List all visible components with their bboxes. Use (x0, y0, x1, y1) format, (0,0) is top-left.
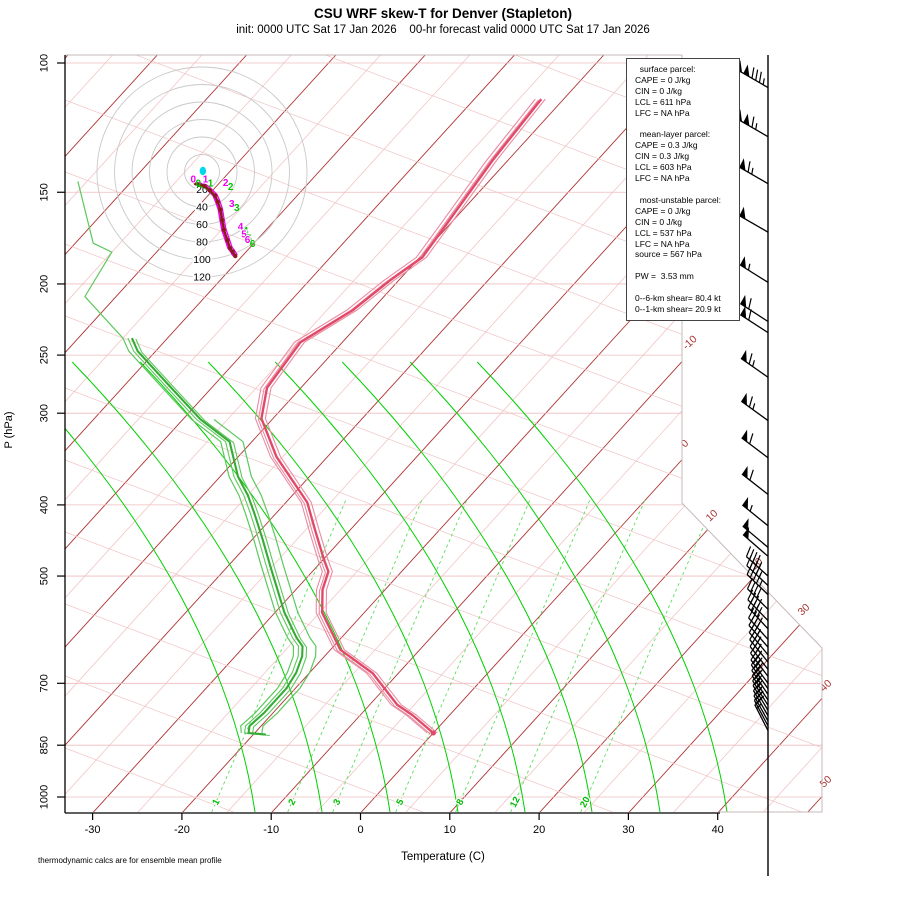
svg-text:-10: -10 (680, 333, 699, 352)
svg-text:2: 2 (228, 182, 234, 193)
parcel-info-line: 0--1-km shear= 20.9 kt (635, 303, 721, 314)
svg-text:3: 3 (331, 797, 343, 807)
svg-text:0: 0 (679, 437, 692, 450)
svg-text:2: 2 (286, 797, 298, 807)
parcel-info-line: PW = 3.53 mm (635, 271, 694, 282)
parcel-info-line: LCL = 603 hPa (635, 162, 692, 173)
svg-text:120: 120 (193, 272, 211, 284)
parcel-info-line (635, 260, 739, 271)
parcel-info-line: 0--6-km shear= 80.4 kt (635, 293, 721, 304)
svg-text:250: 250 (39, 346, 51, 364)
svg-text:500: 500 (39, 567, 51, 585)
svg-text:6: 6 (245, 235, 251, 246)
parcel-info-line: CAPE = 0 J/kg (635, 74, 691, 85)
svg-text:30: 30 (796, 601, 813, 618)
svg-text:3: 3 (234, 203, 240, 214)
parcel-info-line: CIN = 0 J/kg (635, 85, 683, 96)
parcel-info-box: surface parcel: CAPE = 0 J/kg CIN = 0 J/kg… (626, 58, 740, 321)
svg-text:3: 3 (229, 199, 235, 210)
parcel-info-line: LFC = NA hPa (635, 238, 690, 249)
svg-text:40: 40 (712, 824, 724, 836)
dewpoint-profile-line (130, 337, 304, 736)
svg-text:60: 60 (196, 219, 208, 231)
parcel-info-line: LCL = 611 hPa (635, 96, 692, 107)
svg-text:30: 30 (622, 824, 634, 836)
svg-text:200: 200 (39, 275, 51, 293)
svg-text:1: 1 (210, 797, 223, 807)
svg-text:10: 10 (444, 824, 456, 836)
temperature-profile-line (260, 98, 543, 734)
svg-text:300: 300 (39, 404, 51, 422)
y-axis-label: P (hPa) (3, 411, 15, 449)
svg-text:40: 40 (818, 677, 835, 694)
parcel-info-line: mean-layer parcel: (635, 129, 711, 140)
svg-text:50: 50 (818, 773, 835, 790)
svg-text:5: 5 (394, 797, 407, 807)
svg-text:6: 6 (250, 239, 256, 250)
svg-text:400: 400 (39, 496, 51, 514)
parcel-info-line (635, 282, 739, 293)
svg-text:1000: 1000 (39, 785, 51, 809)
svg-text:100: 100 (193, 254, 211, 266)
svg-text:-20: -20 (174, 824, 190, 836)
parcel-info-line: CAPE = 0 J/kg (635, 205, 691, 216)
parcel-info-line: LFC = NA hPa (635, 173, 690, 184)
svg-text:2: 2 (223, 178, 229, 189)
svg-text:0: 0 (195, 179, 201, 190)
storm-motion-dot (199, 166, 207, 176)
parcel-info-line (635, 119, 739, 130)
svg-text:40: 40 (196, 202, 208, 214)
svg-text:700: 700 (39, 674, 51, 692)
parcel-info-line (635, 184, 739, 195)
parcel-info-line: most-unstable parcel: (635, 194, 721, 205)
svg-text:0: 0 (190, 175, 196, 186)
svg-text:5: 5 (246, 234, 252, 245)
svg-text:1: 1 (208, 179, 214, 190)
svg-text:10: 10 (704, 507, 721, 524)
svg-text:850: 850 (39, 736, 51, 754)
svg-text:4: 4 (243, 226, 249, 237)
svg-text:20: 20 (533, 824, 545, 836)
svg-text:4: 4 (238, 222, 244, 233)
wind-barb-column (735, 55, 769, 876)
svg-text:0: 0 (357, 824, 363, 836)
parcel-info-line: surface parcel: (635, 64, 696, 74)
parcel-info-line: LFC = NA hPa (635, 107, 690, 118)
parcel-info-line: CIN = 0 J/kg (635, 216, 683, 227)
parcel-info-line: LCL = 537 hPa (635, 227, 692, 238)
parcel-info-line: CAPE = 0.3 J/kg (635, 140, 698, 151)
svg-text:100: 100 (39, 54, 51, 72)
parcel-info-line: source = 567 hPa (635, 249, 702, 260)
page-subtitle: init: 0000 UTC Sat 17 Jan 2026 00-hr for… (236, 24, 650, 36)
svg-text:80: 80 (196, 237, 208, 249)
page-title: CSU WRF skew-T for Denver (Stapleton) (313, 6, 573, 21)
parcel-info-line: CIN = 0.3 J/kg (635, 151, 690, 162)
sounding-profiles (77, 98, 546, 737)
svg-text:-30: -30 (85, 824, 101, 836)
x-axis-label: Temperature (C) (401, 851, 485, 863)
svg-text:150: 150 (39, 183, 51, 201)
footer-note: thermodynamic calcs are for ensemble mea… (38, 856, 222, 865)
svg-text:1: 1 (203, 175, 209, 186)
svg-text:-10: -10 (263, 824, 279, 836)
svg-text:5: 5 (241, 230, 247, 241)
